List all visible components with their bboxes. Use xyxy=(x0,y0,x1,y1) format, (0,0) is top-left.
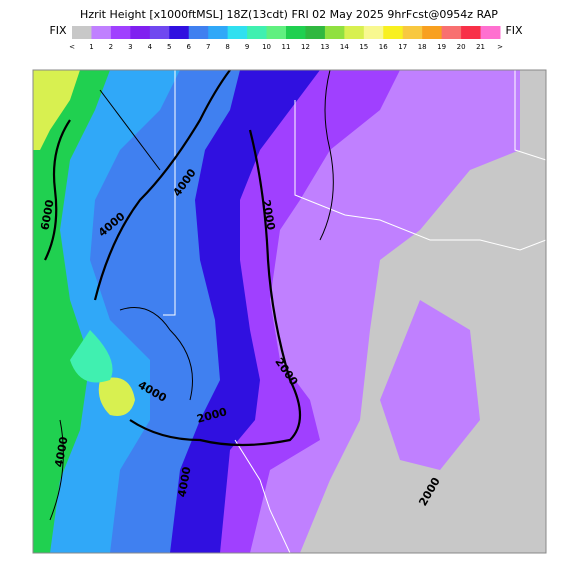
colorbar-label: 21 xyxy=(476,43,485,51)
colorbar-cell xyxy=(188,26,209,39)
colorbar-cell xyxy=(208,26,229,39)
colorbar-label: < xyxy=(69,43,75,51)
colorbar-label: 8 xyxy=(225,43,229,51)
map: 6000 4000 4000 2000 2000 2000 4000 2000 … xyxy=(32,69,547,554)
colorbar-cell xyxy=(402,26,423,39)
colorbar-cell xyxy=(110,26,131,39)
left-label: FIX xyxy=(49,24,67,37)
colorbar-label: 2 xyxy=(109,43,113,51)
colorbar-label: 5 xyxy=(167,43,171,51)
colorbar-label: 6 xyxy=(186,43,191,51)
colorbar-label: > xyxy=(497,43,503,51)
colorbar-cell xyxy=(266,26,287,39)
colorbar-label: 7 xyxy=(206,43,210,51)
colorbar-cell xyxy=(227,26,248,39)
colorbar-cell xyxy=(305,26,326,39)
colorbar-cell xyxy=(247,26,268,39)
colorbar-cell xyxy=(480,26,501,39)
colorbar-cell xyxy=(286,26,306,39)
colorbar-label: 4 xyxy=(148,43,153,51)
colorbar-cell xyxy=(383,26,404,39)
colorbar-cell xyxy=(344,26,365,39)
colorbar-cell xyxy=(130,26,151,39)
contour-label: 6000 xyxy=(38,198,56,231)
colorbar-cell xyxy=(72,26,92,39)
colorbar-label: 13 xyxy=(320,43,329,51)
colorbar-cell xyxy=(169,26,190,39)
colorbar-cell xyxy=(91,26,112,39)
colorbar-label: 17 xyxy=(398,43,407,51)
colorbar-label: 18 xyxy=(418,43,427,51)
right-label: FIX xyxy=(505,24,523,37)
colorbar-label: 14 xyxy=(340,43,349,51)
colorbar-cell xyxy=(363,26,384,39)
colorbar-label: 20 xyxy=(457,43,466,51)
contour-label: 4000 xyxy=(175,465,193,498)
colorbar-cell xyxy=(422,26,443,39)
colorbar-cell xyxy=(441,26,462,39)
colorbar-label: 11 xyxy=(282,43,291,51)
colorbar-label: 16 xyxy=(379,43,388,51)
colorbar-label: 1 xyxy=(89,43,93,51)
colorbar-label: 15 xyxy=(359,43,368,51)
colorbar-label: 3 xyxy=(128,43,132,51)
colorbar: <1 2 3 4 5 6 7 8 9 10 11 12 13 14 15 16 17 18 19 20 21 > xyxy=(69,26,503,51)
colorbar-label: 12 xyxy=(301,43,310,51)
contour-label: 2000 xyxy=(259,199,277,232)
colorbar-cell xyxy=(461,26,482,39)
colorbar-cell xyxy=(149,26,170,39)
colorbar-cell xyxy=(324,26,345,39)
colorbar-label: 10 xyxy=(262,43,271,51)
colorbar-label: 19 xyxy=(437,43,446,51)
colorbar-label: 9 xyxy=(245,43,249,51)
contour-label: 4000 xyxy=(52,435,70,468)
title: Hzrit Height [x1000ftMSL] 18Z(13cdt) FRI… xyxy=(80,8,498,21)
